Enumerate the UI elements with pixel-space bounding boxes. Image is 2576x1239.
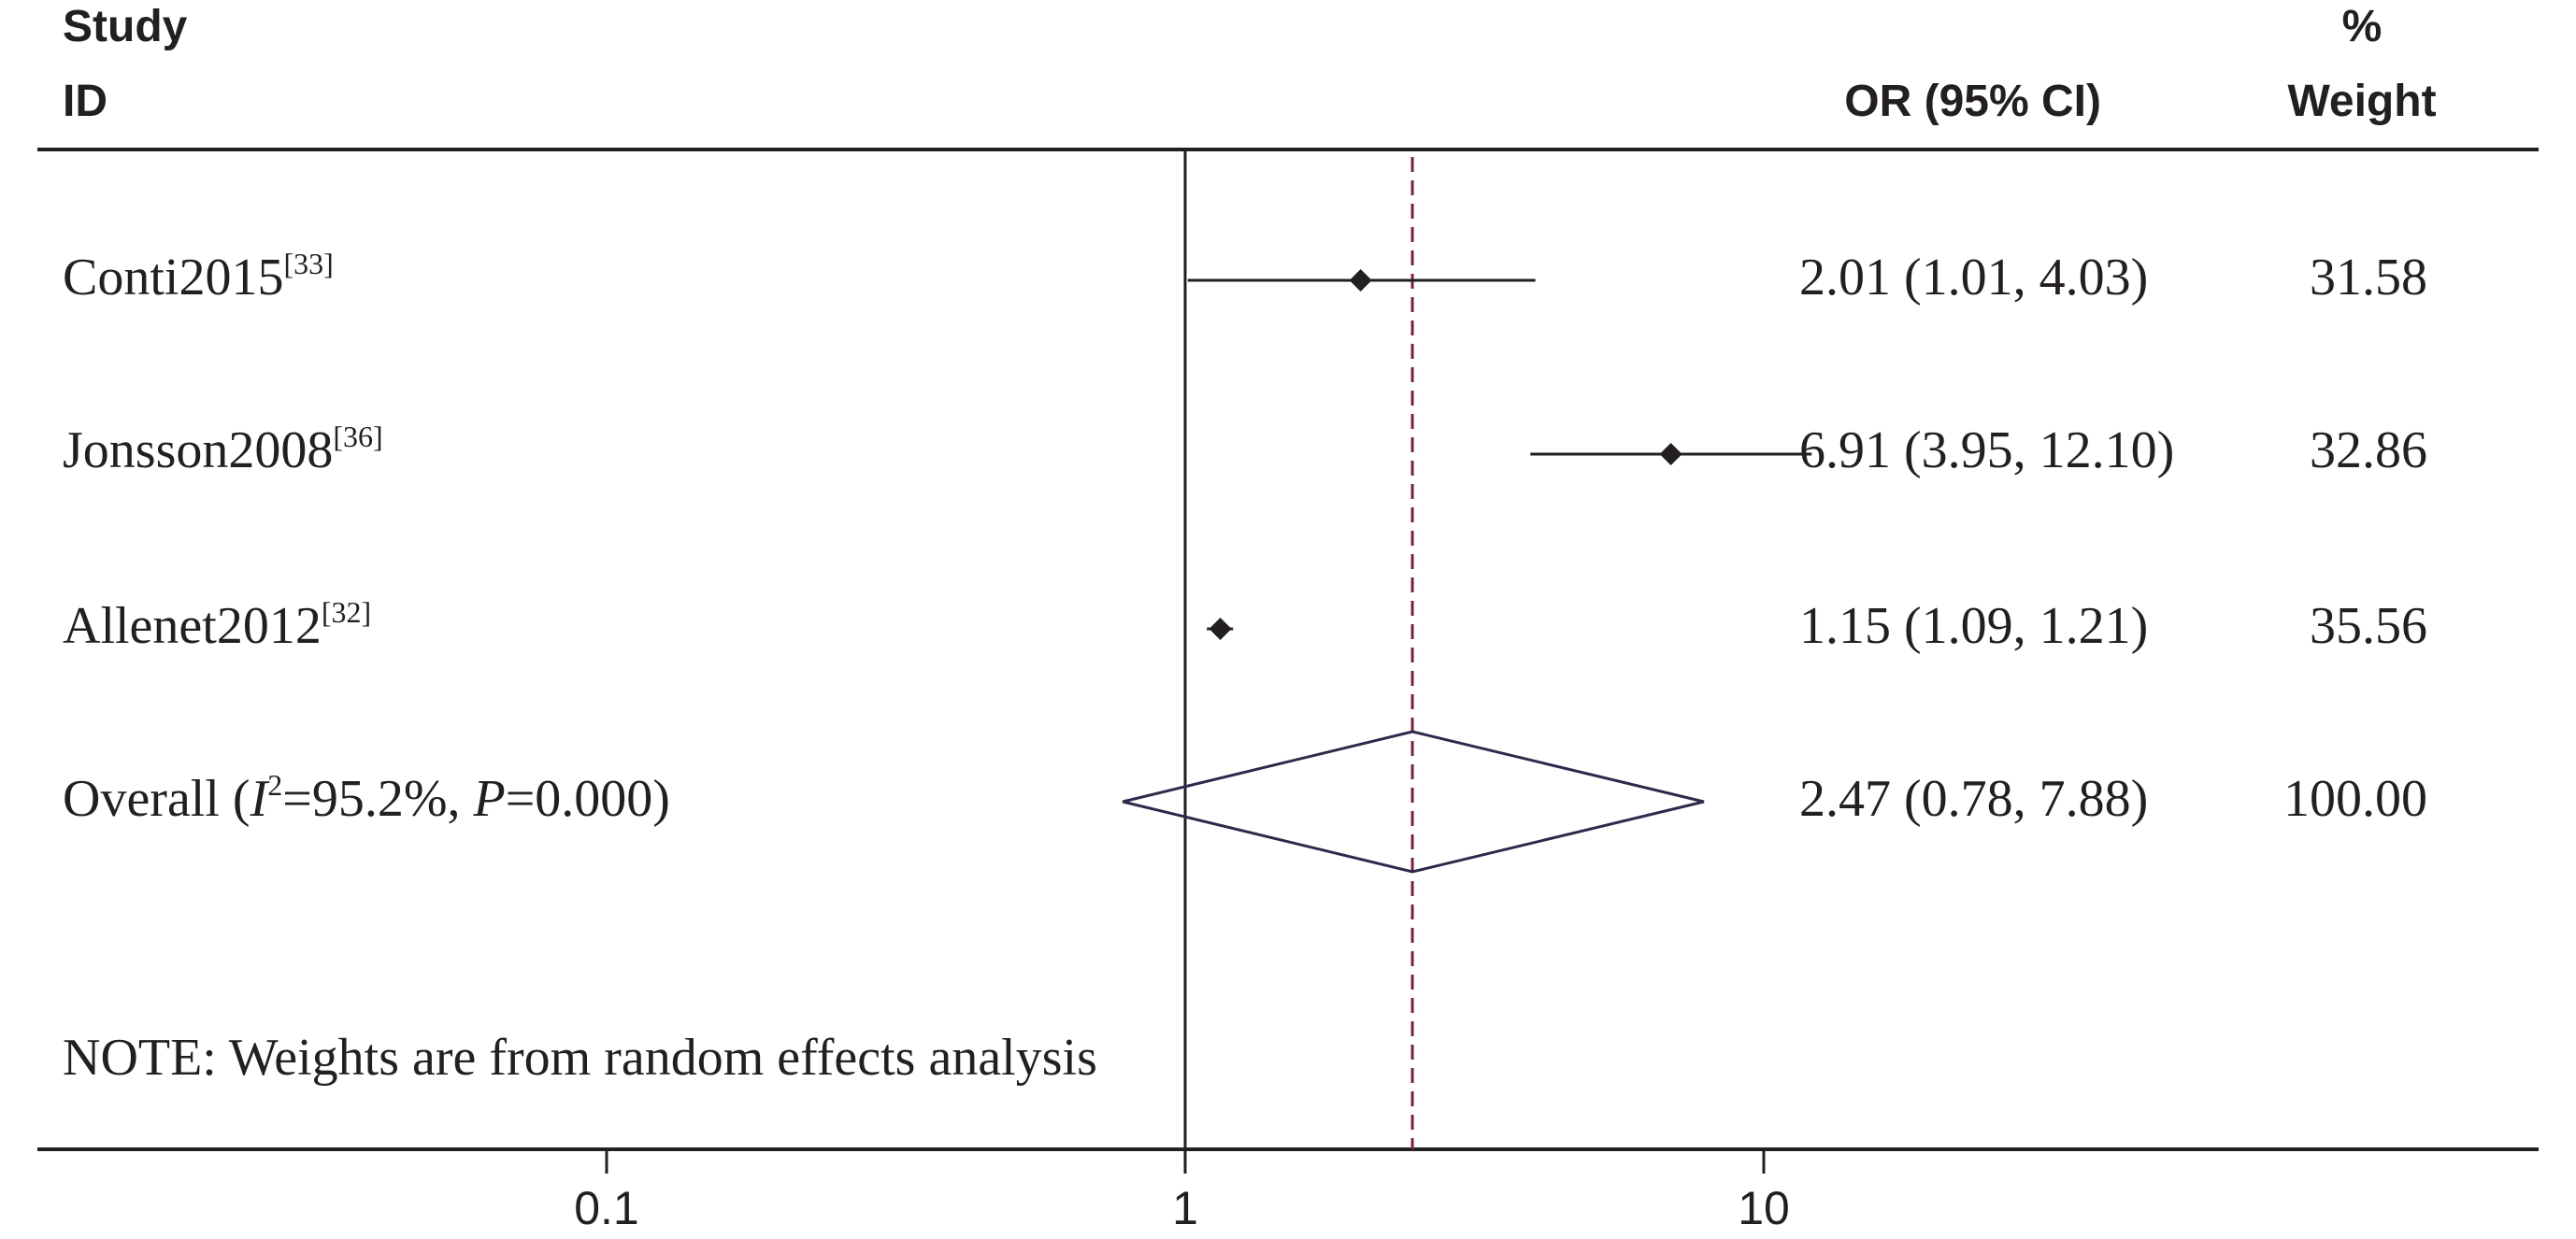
weight-header-line2: Weight (2287, 77, 2436, 126)
overall-or-ci-value: 2.47 (0.78, 7.88) (1799, 770, 2148, 828)
plot-marks (1122, 150, 1812, 1149)
overall-weight-value: 100.00 (2283, 770, 2427, 828)
weight-header-line1: % (2342, 2, 2383, 51)
or-ci-header: OR (95% CI) (1844, 77, 2101, 126)
point-estimate-allenet2012 (1209, 618, 1232, 640)
overall-row: Overall (I2=95.2%, P=0.000) 2.47 (0.78, … (63, 768, 2427, 828)
or-ci-value: 6.91 (3.95, 12.10) (1799, 421, 2174, 479)
overall-diamond (1122, 730, 1705, 874)
study-row-jonsson2008: Jonsson2008[36] 6.91 (3.95, 12.10) 32.86 (63, 420, 2427, 479)
overall-label: Overall (I2=95.2%, P=0.000) (63, 768, 670, 828)
point-estimate-jonsson2008 (1659, 443, 1682, 465)
study-label: Allenet2012[32] (63, 595, 371, 655)
study-header-line1: Study (63, 2, 188, 51)
weight-value: 32.86 (2310, 421, 2427, 479)
x-axis-ticks: 0.1 1 10 (574, 1149, 1790, 1234)
point-estimate-conti2015 (1349, 269, 1372, 292)
study-row-allenet2012: Allenet2012[32] 1.15 (1.09, 1.21) 35.56 (63, 595, 2427, 655)
or-ci-value: 1.15 (1.09, 1.21) (1799, 597, 2148, 655)
study-header-line2: ID (63, 77, 107, 126)
weights-note: NOTE: Weights are from random effects an… (63, 1029, 1097, 1087)
x-tick-label: 10 (1738, 1182, 1790, 1234)
weight-value: 31.58 (2310, 249, 2427, 306)
study-label: Conti2015[33] (63, 247, 334, 306)
x-tick-label: 0.1 (574, 1182, 639, 1234)
weight-value: 35.56 (2310, 597, 2427, 655)
study-label: Jonsson2008[36] (63, 420, 383, 479)
study-row-conti2015: Conti2015[33] 2.01 (1.01, 4.03) 31.58 (63, 247, 2427, 306)
x-tick-label: 1 (1172, 1182, 1198, 1234)
or-ci-value: 2.01 (1.01, 4.03) (1799, 249, 2148, 306)
